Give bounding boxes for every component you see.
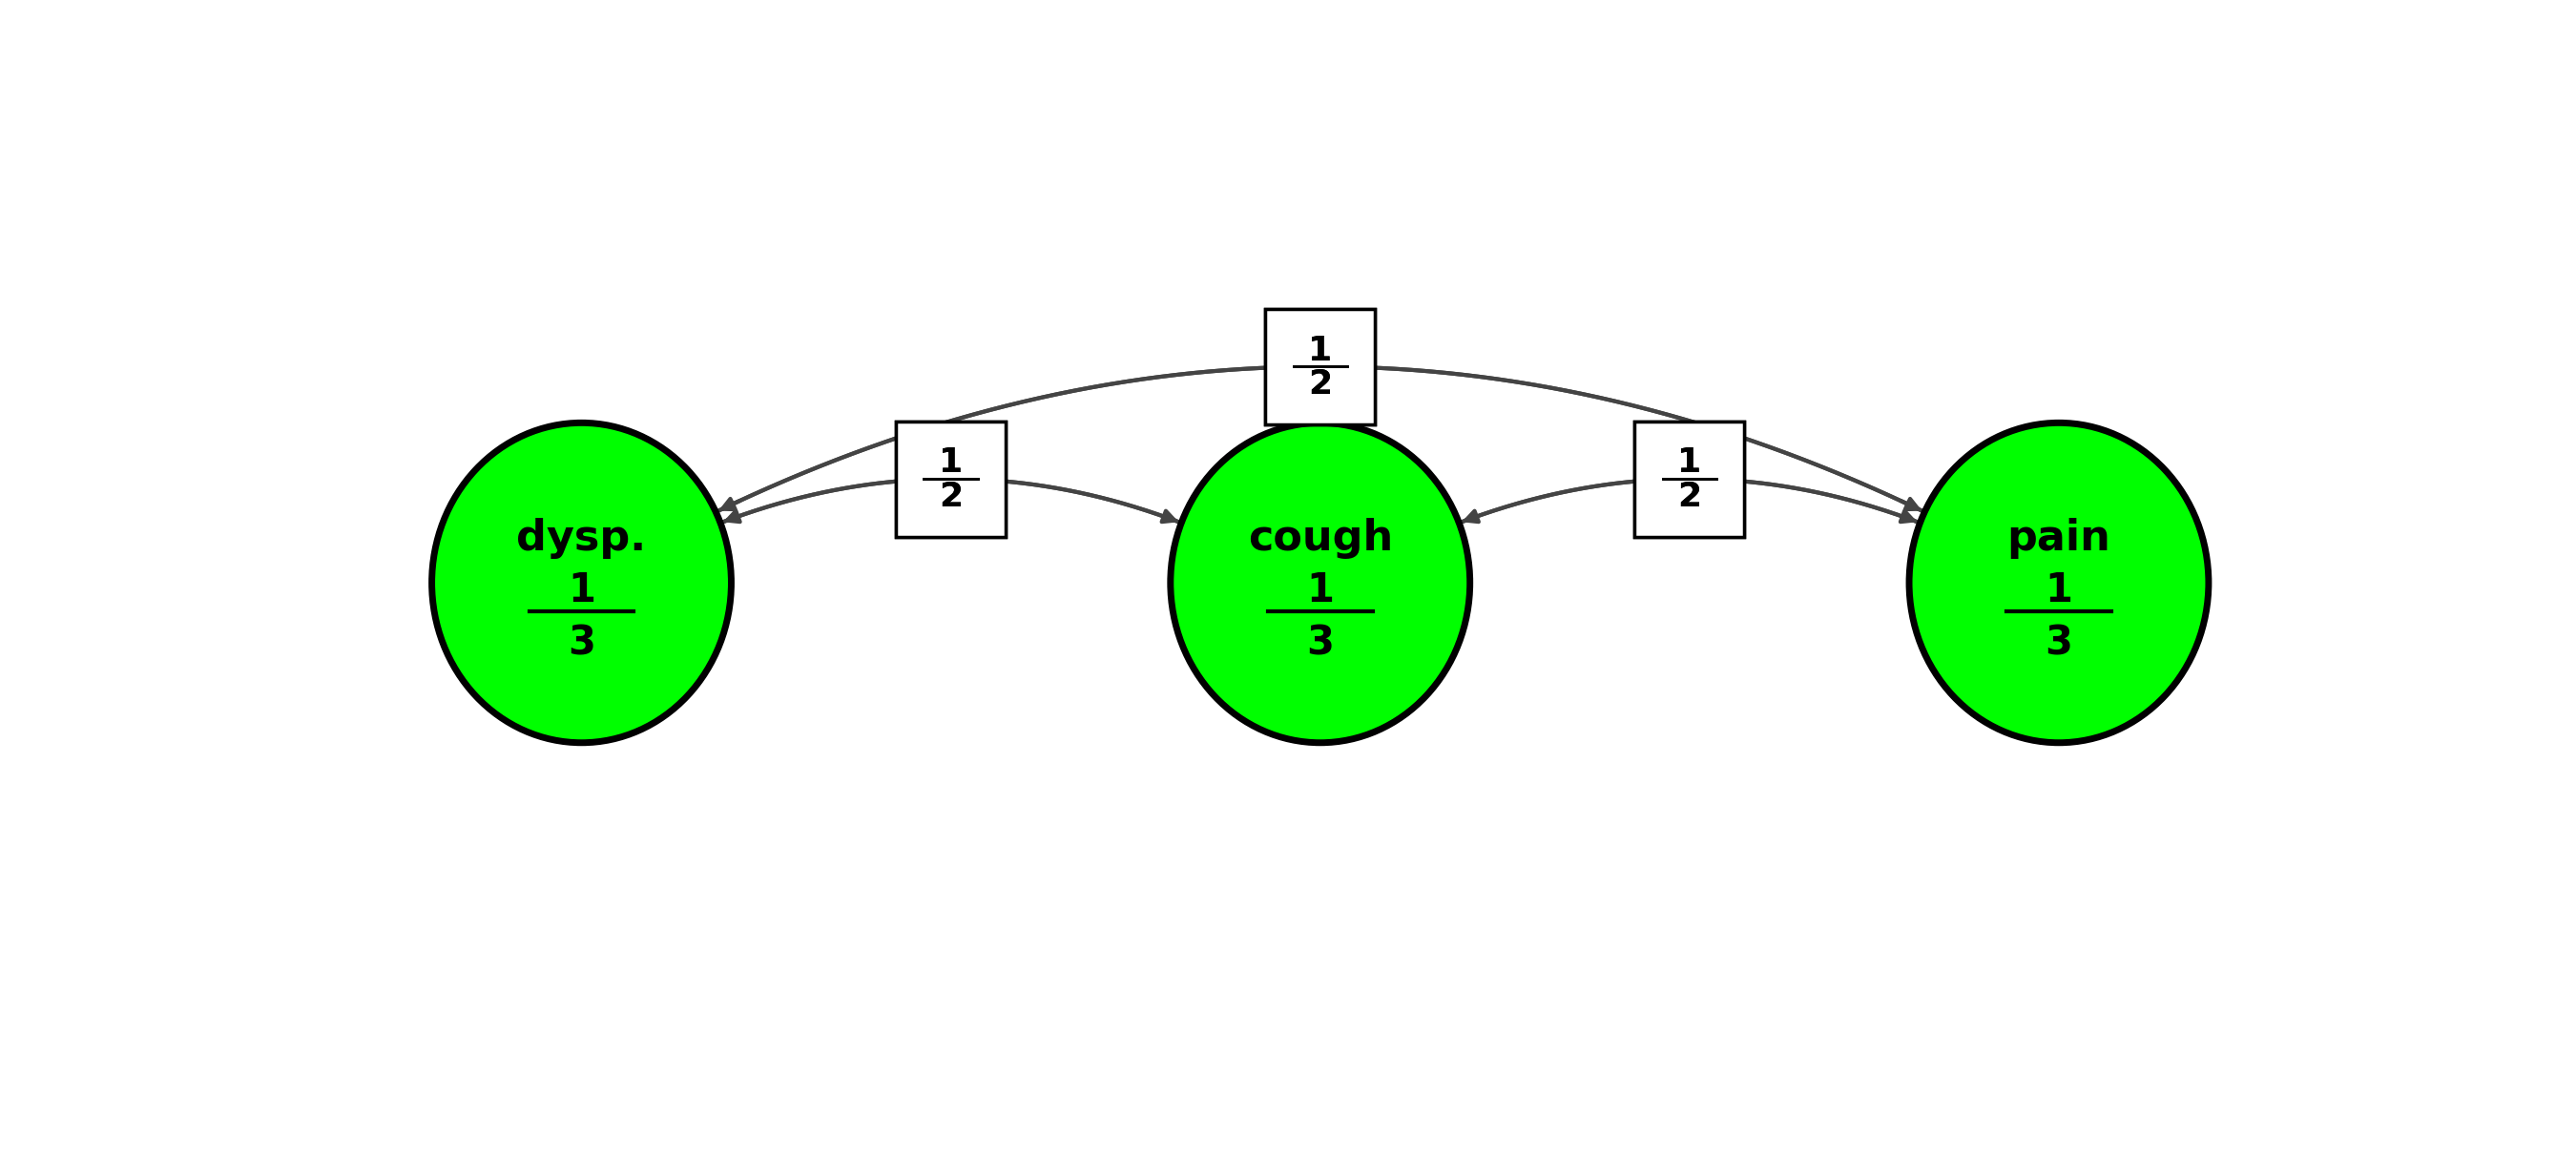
Ellipse shape: [1170, 422, 1471, 743]
Ellipse shape: [1909, 422, 2208, 743]
Text: 2: 2: [1309, 368, 1332, 400]
Text: 1: 1: [1677, 447, 1703, 479]
FancyBboxPatch shape: [1636, 421, 1744, 537]
FancyBboxPatch shape: [1265, 309, 1376, 425]
Text: 3: 3: [2045, 623, 2074, 664]
FancyBboxPatch shape: [1636, 421, 1744, 537]
Text: pain: pain: [2007, 517, 2110, 559]
Text: 2: 2: [1309, 368, 1332, 400]
Text: 3: 3: [567, 623, 595, 664]
Text: 2: 2: [1677, 481, 1703, 514]
Text: 2: 2: [938, 481, 963, 514]
Text: 1: 1: [1309, 335, 1332, 367]
FancyBboxPatch shape: [896, 421, 1005, 537]
Text: 3: 3: [1306, 623, 1334, 664]
Ellipse shape: [433, 422, 732, 743]
Text: 1: 1: [567, 571, 595, 610]
Text: 1: 1: [938, 447, 963, 479]
Text: 1: 1: [938, 447, 963, 479]
Text: 2: 2: [1677, 481, 1703, 514]
Text: 1: 1: [2045, 571, 2074, 610]
FancyBboxPatch shape: [896, 421, 1005, 537]
Text: 1: 1: [1677, 447, 1703, 479]
Text: cough: cough: [1247, 517, 1394, 559]
Text: 2: 2: [938, 481, 963, 514]
Text: 1: 1: [1309, 335, 1332, 367]
FancyBboxPatch shape: [1265, 309, 1376, 425]
Text: 1: 1: [1306, 571, 1334, 610]
Text: dysp.: dysp.: [518, 517, 647, 559]
